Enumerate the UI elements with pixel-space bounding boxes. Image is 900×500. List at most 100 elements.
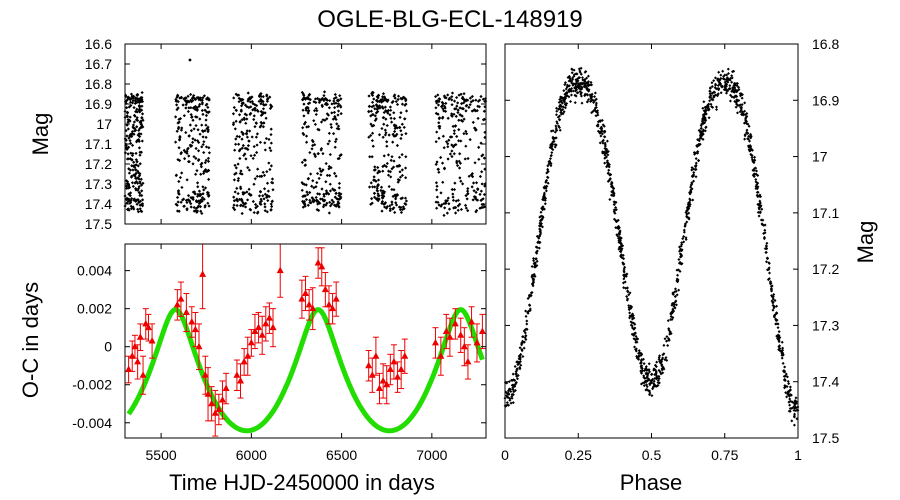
phased-point [601,141,605,145]
phased-point [689,185,693,189]
light-curve-point [452,152,456,156]
light-curve-ytick-label: 16.9 [85,96,112,112]
phased-point [671,292,675,296]
light-curve-point [319,98,323,102]
light-curve-point [309,172,313,176]
light-curve-point [333,114,337,119]
light-curve-point [262,173,267,177]
phased-point [590,111,594,115]
light-curve-point [124,184,129,188]
light-curve-point [247,168,251,172]
light-curve-point [434,106,438,110]
phased-point [776,336,780,340]
light-curve-point [240,146,244,150]
phased-point [571,82,575,86]
light-curve-point [330,102,334,106]
light-curve-point [404,176,408,180]
light-curve-point [336,109,341,113]
light-curve-point [201,135,205,139]
phased-point [583,92,587,96]
light-curve-point [197,158,201,162]
phased-point [630,321,634,325]
light-curve-point [256,167,260,171]
light-curve-point [465,103,469,107]
light-curve-point [264,103,268,107]
phased-point [749,148,753,152]
light-curve-point [259,97,263,101]
light-curve-point [258,200,262,204]
light-curve-point [306,95,310,100]
light-curve-point [246,147,250,152]
light-curve-point [319,173,323,177]
light-curve-point [131,151,135,156]
phased-point [710,97,714,101]
phased-point [768,271,772,275]
phased-point [682,235,686,239]
light-curve-point [481,118,486,122]
light-curve-point [437,97,441,101]
light-curve-point [131,99,135,103]
light-curve-point [468,138,472,142]
phased-point [650,379,654,383]
phased-point [511,372,515,376]
light-curve-point [254,121,258,126]
light-curve-point [440,100,444,104]
light-curve-point [262,197,266,201]
phased-point [669,315,673,319]
light-curve-point [385,205,389,209]
phased-point [777,345,781,349]
phased-point [746,137,750,141]
phased-point [590,92,594,96]
phased-point [568,77,572,81]
light-curve-point [371,144,375,148]
phased-point [637,352,641,356]
light-curve-point [178,134,182,139]
phased-point [645,376,649,380]
phased-point [673,300,677,304]
light-curve-point [306,106,310,110]
light-curve-point [320,169,324,174]
light-curve-point [442,213,446,217]
light-curve-point [254,135,258,139]
light-curve-point [239,109,243,113]
phased-point [661,365,665,369]
phased-point [614,220,618,224]
o-c-point [128,352,136,359]
light-curve-point [454,114,458,118]
light-curve-point [337,181,342,186]
phased-xtick-label: 1 [794,447,802,463]
light-curve-point [191,140,195,144]
light-curve-point [436,200,440,204]
phased-point [690,174,694,178]
light-curve-point [450,98,454,102]
light-curve-point [196,128,200,132]
light-curve-point [385,98,389,102]
light-curve-point [483,167,487,171]
light-curve-point [134,140,139,144]
light-curve-point [379,188,383,193]
light-curve-point [461,119,465,123]
light-curve-point [125,207,130,212]
light-curve-point [393,210,397,215]
light-curve-point [176,189,181,193]
phased-point [690,182,694,186]
light-curve-point [235,93,240,97]
light-curve-point [381,92,386,96]
light-curve-point [382,110,386,115]
phased-point [524,309,528,313]
light-curve-point [194,172,198,176]
light-curve-point [443,206,447,210]
light-curve-point [394,195,398,199]
light-curve-point [186,109,190,114]
light-curve-point [335,126,339,131]
light-curve-point [383,201,388,205]
light-curve-point [189,112,193,117]
light-curve-point [446,157,450,161]
light-curve-point [236,162,240,166]
light-curve-point [370,93,375,97]
light-curve-point [252,210,256,215]
phased-point [628,311,632,315]
light-curve-point [453,181,457,185]
light-curve-point [195,169,199,173]
